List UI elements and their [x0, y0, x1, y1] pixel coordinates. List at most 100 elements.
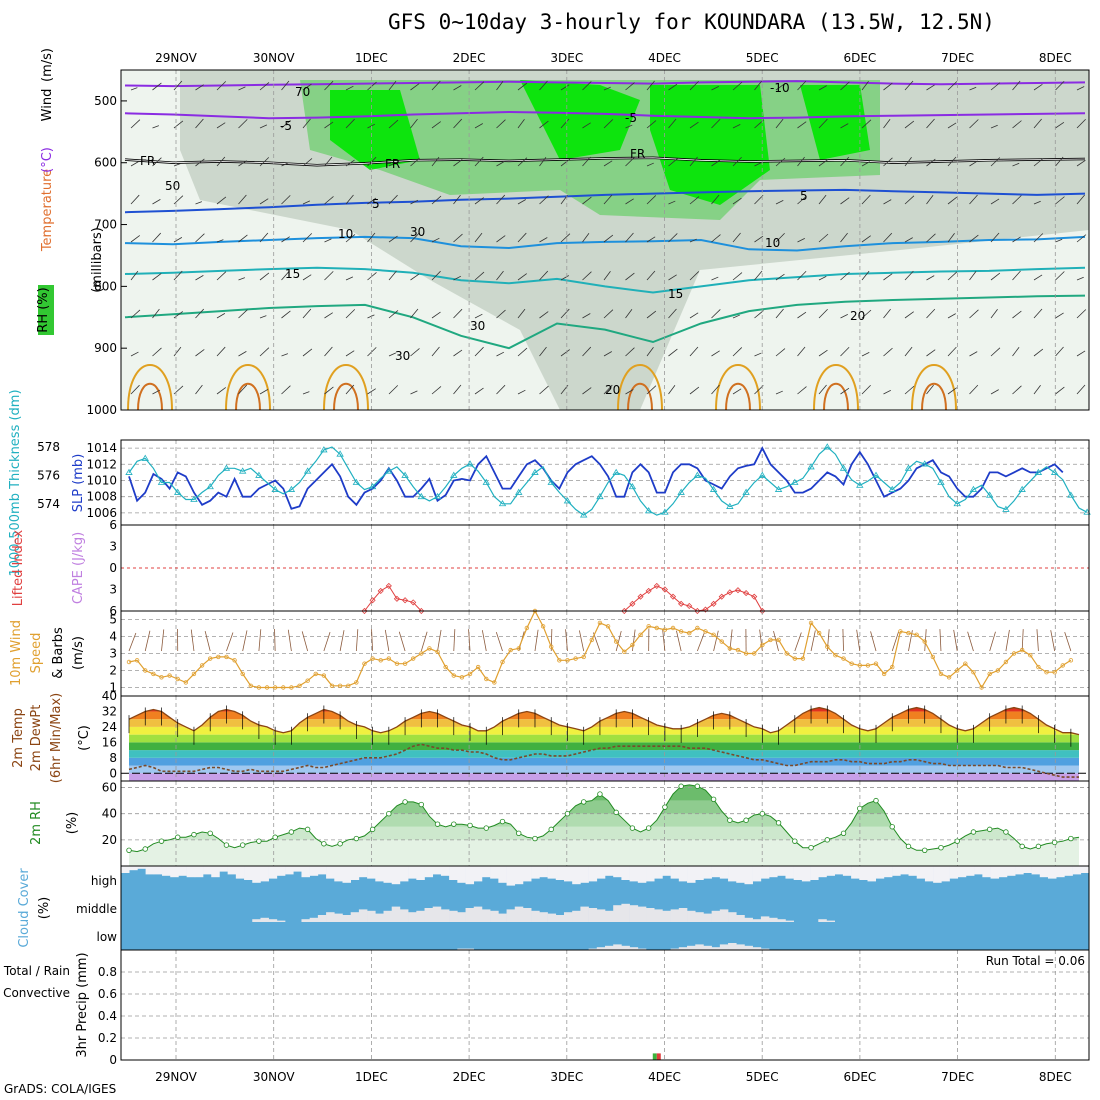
precip-tick: 0: [109, 1053, 117, 1067]
thickness-marker: [742, 488, 750, 495]
precip-tick: 0.2: [98, 1031, 117, 1045]
wind-barb: [775, 273, 785, 281]
wind-barb: [990, 308, 998, 319]
cloud-cover-middle: [408, 912, 417, 922]
wind-barb: [646, 195, 657, 205]
cloud-cover-middle: [596, 909, 606, 922]
wind10-barb: [384, 629, 390, 652]
wind-barb: [603, 194, 613, 205]
wind-barb: [797, 346, 806, 357]
rh2m-marker: [889, 824, 895, 830]
thickness-marker: [174, 488, 182, 495]
lifted-index-marker: [726, 589, 733, 596]
cloud-cover-middle: [350, 912, 360, 922]
wind-barb: [302, 391, 310, 395]
rh2m-marker: [207, 830, 213, 837]
rh-band: [129, 839, 1079, 866]
cloud-cover-middle: [736, 915, 745, 922]
wind-barb: [689, 156, 698, 167]
wind10-marker: [134, 658, 140, 663]
wind-barb: [582, 233, 590, 243]
pressure-tick: 500: [94, 94, 117, 108]
wind10-barb: [759, 629, 763, 652]
cloud-clear-high: [982, 866, 991, 878]
wind-barb: [195, 158, 205, 167]
cloud-clear-high: [268, 866, 278, 879]
wind-barb: [238, 234, 248, 243]
cloud-row-label: low: [97, 930, 118, 944]
wind-barb: [775, 232, 785, 243]
contour-label: 5: [372, 197, 380, 211]
wind-barb: [990, 272, 1001, 281]
wind-barb: [431, 156, 440, 167]
temp-contour-warm: [627, 382, 653, 411]
wind-barb: [926, 308, 936, 319]
wind10-marker: [719, 639, 724, 644]
wind-barb: [259, 315, 267, 319]
wind-barb: [818, 159, 828, 167]
cloud-clear-high: [859, 866, 868, 880]
wind-barb: [582, 81, 592, 91]
lifted-index-marker: [402, 597, 409, 604]
wind-barb: [732, 347, 743, 357]
wind-barb: [238, 277, 246, 281]
wind-barb: [840, 123, 849, 129]
wind10-unit-label: (m/s): [71, 636, 86, 670]
wind-barb: [195, 384, 203, 395]
thickness-marker: [807, 463, 815, 470]
cloud-cover-middle: [605, 910, 614, 922]
rh2m-marker: [662, 804, 668, 810]
wind-barb: [1012, 346, 1020, 357]
wind-barb: [130, 194, 140, 205]
wind10-marker: [484, 676, 489, 682]
wind-barb: [668, 308, 677, 319]
wind10-barb: [632, 629, 636, 652]
slp-tick: 1008: [86, 490, 117, 504]
rh-tick: 60: [102, 781, 117, 795]
wind-barb: [388, 194, 398, 205]
cloud-clear-high: [588, 866, 598, 882]
date-label-bottom: 8DEC: [1039, 1070, 1072, 1084]
rh2m-marker: [126, 847, 132, 854]
wind10-barb: [870, 631, 877, 652]
rh2m-marker: [759, 810, 766, 817]
wind-barb: [797, 270, 807, 281]
cloud-clear-high: [867, 866, 877, 882]
pressure-tick: 700: [94, 218, 117, 232]
wind-barb: [152, 157, 162, 167]
wind10-barb: [355, 629, 359, 652]
wind-barb: [1076, 234, 1087, 243]
rh-tick: 40: [102, 807, 117, 821]
wind10-marker: [857, 663, 862, 668]
wind-barb: [367, 314, 375, 319]
cloud-clear-high: [908, 866, 918, 876]
wind-barb: [689, 238, 697, 243]
wind10-marker: [938, 671, 944, 677]
cloud-cover-middle: [506, 909, 516, 922]
wind-barb: [926, 349, 936, 357]
wind10-marker: [419, 651, 424, 656]
wind-barb: [969, 309, 979, 319]
wind-barb: [517, 157, 528, 167]
wind-barb: [152, 199, 161, 205]
wind-barb: [517, 389, 526, 395]
wind10-barb: [1036, 629, 1039, 652]
wind10-marker: [849, 661, 854, 666]
wind10-barb: [810, 630, 816, 652]
thickness-marker: [921, 460, 929, 467]
cloud-cover-low: [465, 948, 475, 950]
cloud-clear-high: [153, 866, 163, 875]
rh2m-marker: [499, 818, 506, 825]
rh-legend-swatch: [38, 285, 54, 335]
wind-barb: [238, 160, 247, 167]
wind10-barb: [287, 629, 292, 652]
temp-tick: 32: [102, 704, 117, 718]
wind-barb: [668, 158, 678, 167]
wind-barb: [453, 194, 461, 205]
wind10-marker: [305, 678, 310, 683]
wind-barb: [861, 351, 870, 357]
thickness-marker: [466, 460, 474, 467]
wind-barb: [410, 273, 420, 281]
cloud-clear-high: [687, 866, 696, 883]
contour-label: 20: [605, 383, 620, 397]
